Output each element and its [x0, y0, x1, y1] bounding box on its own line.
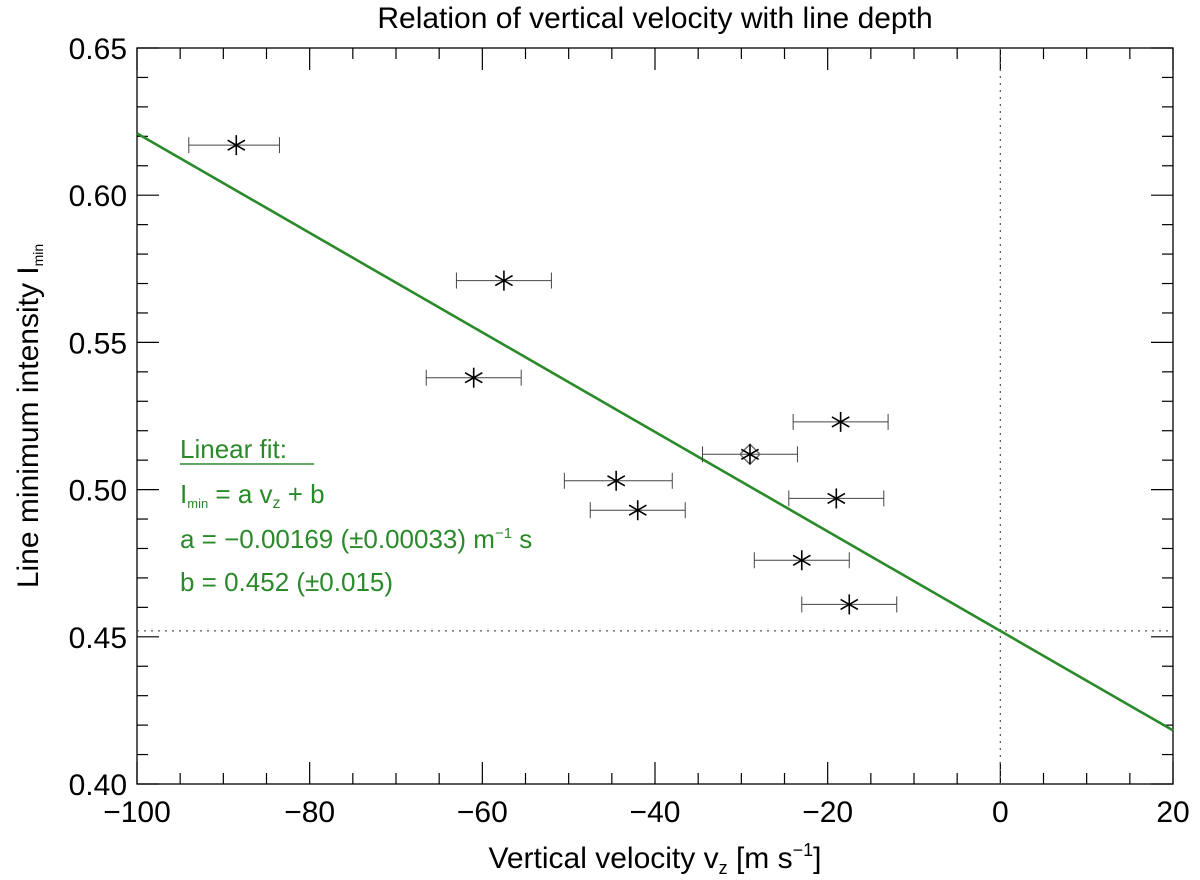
point-marker-diag2 — [628, 504, 647, 516]
x-axis-label-units: [m s — [728, 842, 793, 875]
y-tick-label: 0.60 — [69, 180, 127, 213]
fit-slope: a = −0.00169 (±0.00033) m−1 s — [180, 524, 532, 554]
data-point — [788, 488, 885, 509]
axis-tick-labels: −100 −80 −60 −40 −20 0 20 0.40 0.45 0.50 0.55 0.60 0… — [69, 33, 1190, 829]
plot-frame — [136, 47, 1174, 785]
point-marker-diag2 — [831, 416, 850, 428]
data-point — [425, 367, 522, 388]
y-tick-label: 0.65 — [69, 33, 127, 66]
x-axis-label: Vertical velocity vz [m s−1] — [489, 840, 822, 878]
x-tick-label: −60 — [457, 796, 508, 829]
data-point — [188, 135, 280, 156]
x-axis-label-main: Vertical velocity v — [489, 842, 719, 875]
fit-heading: Linear fit: — [180, 434, 287, 464]
chart-title: Relation of vertical velocity with line … — [377, 2, 932, 35]
x-tick-label: −40 — [630, 796, 681, 829]
fit-eq-I: I — [180, 479, 187, 509]
data-points — [188, 135, 898, 615]
data-point — [701, 443, 798, 466]
y-tick-label: 0.45 — [69, 622, 127, 655]
point-marker-diag2 — [494, 274, 513, 287]
point-marker-diag2 — [840, 598, 859, 611]
fit-line — [136, 132, 1174, 732]
data-point — [589, 500, 686, 521]
axis-ticks — [136, 47, 1174, 785]
data-point — [792, 411, 889, 432]
x-axis-label-sub: z — [719, 858, 728, 878]
reference-lines — [137, 48, 1173, 784]
point-marker-diag2 — [740, 448, 760, 460]
y-axis-label: Line minimum intensity Imin — [12, 244, 46, 588]
fit-eq-I-sub: min — [187, 496, 208, 511]
point-marker-diag2 — [827, 492, 846, 505]
x-axis-label-units-close: ] — [813, 842, 821, 875]
y-tick-label: 0.50 — [69, 475, 127, 508]
x-tick-label: −100 — [103, 796, 171, 829]
point-marker-diag2 — [792, 554, 811, 566]
point-marker-diag2 — [227, 139, 246, 151]
x-tick-label: 20 — [1156, 796, 1189, 829]
point-marker-diag2 — [464, 372, 483, 384]
data-point — [753, 550, 850, 571]
fit-annotation: Linear fit: Imin = a vz + b a = −0.00169… — [180, 434, 532, 597]
point-marker-diag2 — [607, 475, 626, 487]
fit-slope-main: a = −0.00169 (±0.00033) m — [180, 524, 495, 554]
fit-eq-v-sub: z — [273, 495, 281, 512]
x-tick-label: −80 — [284, 796, 335, 829]
fit-slope-sup: −1 — [495, 525, 512, 542]
fit-eq-mid: = a v — [208, 479, 272, 509]
fit-intercept: b = 0.452 (±0.015) — [180, 567, 393, 597]
data-point — [455, 270, 552, 291]
y-tick-label: 0.55 — [69, 327, 127, 360]
y-axis-label-main: Line minimum intensity I — [12, 266, 45, 588]
data-point — [801, 594, 898, 615]
fit-eq-tail: + b — [281, 479, 325, 509]
x-axis-label-units-sup: −1 — [793, 840, 814, 860]
data-point — [563, 470, 673, 491]
fit-line-group — [136, 132, 1174, 732]
fit-slope-tail: s — [512, 524, 532, 554]
fit-equation: Imin = a vz + b — [180, 479, 325, 512]
y-axis-label-sub: min — [30, 244, 46, 267]
x-tick-label: −20 — [802, 796, 853, 829]
x-tick-label: 0 — [992, 796, 1009, 829]
y-tick-label: 0.40 — [69, 769, 127, 802]
